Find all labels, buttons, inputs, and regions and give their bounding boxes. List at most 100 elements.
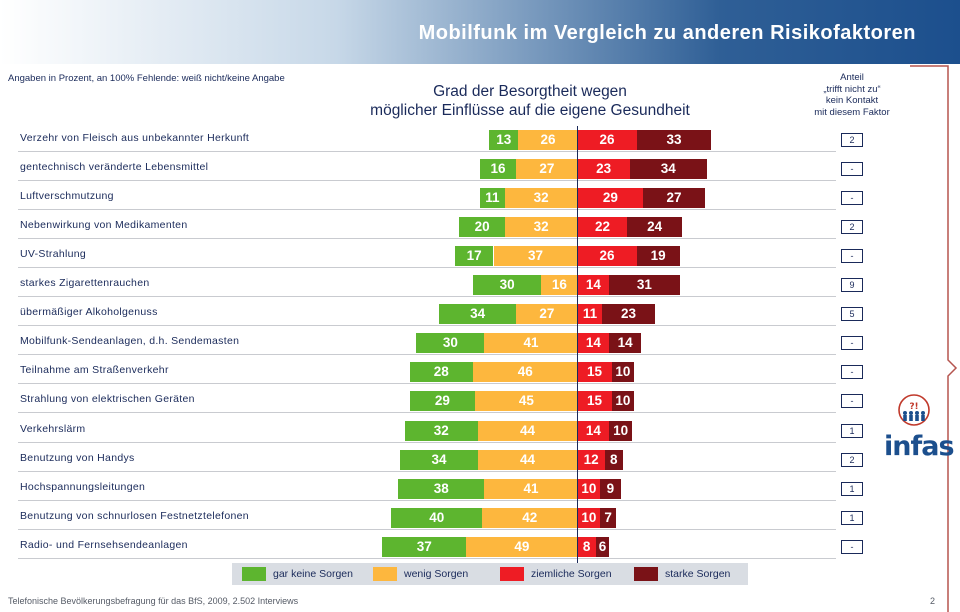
share-header-line-2: „trifft nicht zu“ bbox=[823, 83, 881, 95]
row-separator bbox=[18, 267, 836, 269]
wenig-sorgen-value: 16 bbox=[551, 277, 567, 293]
chart-title-line-1: Grad der Besorgtheit wegen bbox=[433, 83, 627, 100]
ziemliche-sorgen-bar bbox=[577, 333, 610, 354]
category-label: gentechnisch veränderte Lebensmittel bbox=[20, 161, 209, 174]
share-not-applicable-box: 2 bbox=[841, 452, 863, 467]
gar-keine-sorgen-value: 29 bbox=[434, 393, 450, 409]
ziemliche-sorgen-bar bbox=[577, 420, 610, 441]
gar-keine-sorgen-value: 17 bbox=[466, 248, 482, 264]
share-header-line-4: mit diesem Faktor bbox=[814, 106, 890, 118]
gar-keine-sorgen-bar bbox=[409, 391, 476, 412]
wenig-sorgen-bar bbox=[504, 188, 578, 209]
ziemliche-sorgen-bar bbox=[577, 246, 637, 267]
wenig-sorgen-value: 42 bbox=[522, 509, 538, 525]
legend-swatch bbox=[634, 567, 658, 581]
legend-label: starke Sorgen bbox=[665, 568, 731, 580]
share-not-applicable-box: 1 bbox=[841, 510, 863, 525]
gar-keine-sorgen-bar bbox=[473, 275, 542, 296]
gar-keine-sorgen-value: 34 bbox=[470, 306, 486, 322]
gar-keine-sorgen-bar bbox=[398, 478, 485, 499]
gar-keine-sorgen-bar bbox=[416, 333, 485, 354]
row-separator bbox=[18, 528, 836, 530]
row-separator bbox=[18, 412, 836, 414]
row-separator bbox=[18, 383, 836, 385]
page-title: Mobilfunk im Vergleich zu anderen Risiko… bbox=[418, 22, 916, 44]
wenig-sorgen-bar bbox=[516, 304, 578, 325]
gar-keine-sorgen-value: 40 bbox=[429, 509, 445, 525]
wenig-sorgen-value: 32 bbox=[533, 219, 549, 235]
wenig-sorgen-bar bbox=[484, 478, 578, 499]
row-separator bbox=[18, 325, 836, 327]
wenig-sorgen-value: 44 bbox=[520, 451, 536, 467]
starke-sorgen-value: 8 bbox=[610, 451, 618, 467]
row-separator bbox=[18, 151, 836, 152]
starke-sorgen-value: 33 bbox=[666, 132, 682, 147]
ziemliche-sorgen-bar bbox=[577, 217, 628, 238]
category-label: übermäßiger Alkoholgenuss bbox=[20, 306, 158, 319]
ziemliche-sorgen-value: 11 bbox=[582, 306, 598, 322]
row-separator bbox=[18, 470, 836, 472]
gar-keine-sorgen-bar bbox=[488, 130, 519, 150]
ziemliche-sorgen-bar bbox=[577, 478, 601, 499]
ziemliche-sorgen-bar bbox=[577, 536, 596, 557]
category-label: starkes Zigarettenrauchen bbox=[20, 277, 150, 290]
share-header-line-3: kein Kontakt bbox=[825, 95, 879, 106]
row-separator bbox=[18, 499, 836, 501]
ziemliche-sorgen-value: 14 bbox=[585, 277, 601, 293]
ziemliche-sorgen-value: 8 bbox=[582, 538, 591, 554]
ziemliche-sorgen-bar bbox=[577, 188, 644, 209]
ziemliche-sorgen-value: 23 bbox=[596, 161, 612, 177]
row-separator bbox=[18, 180, 836, 182]
share-not-applicable-box: - bbox=[841, 191, 863, 206]
wenig-sorgen-value: 41 bbox=[523, 480, 539, 496]
gar-keine-sorgen-value: 34 bbox=[431, 451, 447, 467]
starke-sorgen-value: 24 bbox=[647, 219, 663, 235]
wenig-sorgen-value: 32 bbox=[533, 190, 549, 206]
starke-sorgen-value: 27 bbox=[666, 190, 682, 206]
wenig-sorgen-bar bbox=[466, 536, 578, 557]
wenig-sorgen-value: 44 bbox=[520, 422, 536, 438]
gar-keine-sorgen-value: 32 bbox=[433, 422, 449, 438]
share-not-applicable-box: 5 bbox=[841, 307, 863, 322]
wenig-sorgen-bar bbox=[477, 449, 578, 470]
ziemliche-sorgen-bar bbox=[577, 449, 605, 470]
legend-label: ziemliche Sorgen bbox=[531, 568, 612, 580]
wenig-sorgen-value: 27 bbox=[539, 306, 555, 322]
category-label: Radio- und Fernsehsendeanlagen bbox=[20, 538, 188, 551]
share-not-applicable-box: - bbox=[841, 394, 863, 409]
starke-sorgen-value: 10 bbox=[613, 422, 629, 438]
starke-sorgen-bar bbox=[629, 159, 707, 180]
wenig-sorgen-value: 45 bbox=[518, 393, 534, 409]
starke-sorgen-value: 23 bbox=[621, 306, 637, 322]
starke-sorgen-bar bbox=[636, 246, 680, 267]
wenig-sorgen-bar bbox=[475, 391, 578, 412]
gar-keine-sorgen-value: 28 bbox=[433, 364, 449, 380]
ziemliche-sorgen-value: 10 bbox=[581, 480, 597, 496]
wenig-sorgen-value: 26 bbox=[540, 132, 556, 147]
legend-swatch bbox=[242, 567, 266, 581]
gar-keine-sorgen-bar bbox=[404, 420, 478, 441]
starke-sorgen-bar bbox=[602, 304, 655, 325]
starke-sorgen-value: 10 bbox=[615, 364, 631, 380]
ziemliche-sorgen-value: 15 bbox=[587, 364, 603, 380]
share-not-applicable-box: - bbox=[841, 365, 863, 380]
category-label: Nebenwirkung von Medikamenten bbox=[20, 219, 188, 232]
starke-sorgen-value: 14 bbox=[617, 335, 633, 351]
page-number: 2 bbox=[930, 596, 936, 606]
row-separator bbox=[18, 557, 836, 559]
share-not-applicable-box: - bbox=[841, 336, 863, 351]
starke-sorgen-value: 31 bbox=[636, 277, 652, 293]
legend: gar keine Sorgen wenig Sorgen ziemliche So… bbox=[232, 563, 748, 585]
svg-text:?!: ?! bbox=[909, 402, 918, 412]
starke-sorgen-bar bbox=[609, 420, 632, 441]
chart-title-line-2: möglicher Einflüsse auf die eigene Gesun… bbox=[370, 102, 690, 119]
wenig-sorgen-bar bbox=[477, 420, 578, 441]
gar-keine-sorgen-value: 16 bbox=[490, 161, 506, 177]
ziemliche-sorgen-value: 22 bbox=[594, 219, 610, 235]
wenig-sorgen-value: 41 bbox=[523, 335, 539, 351]
gar-keine-sorgen-bar bbox=[459, 217, 505, 238]
wenig-sorgen-bar bbox=[482, 507, 578, 528]
logo-text: infas bbox=[884, 431, 955, 462]
starke-sorgen-bar bbox=[609, 333, 642, 354]
gar-keine-sorgen-value: 11 bbox=[485, 190, 500, 206]
